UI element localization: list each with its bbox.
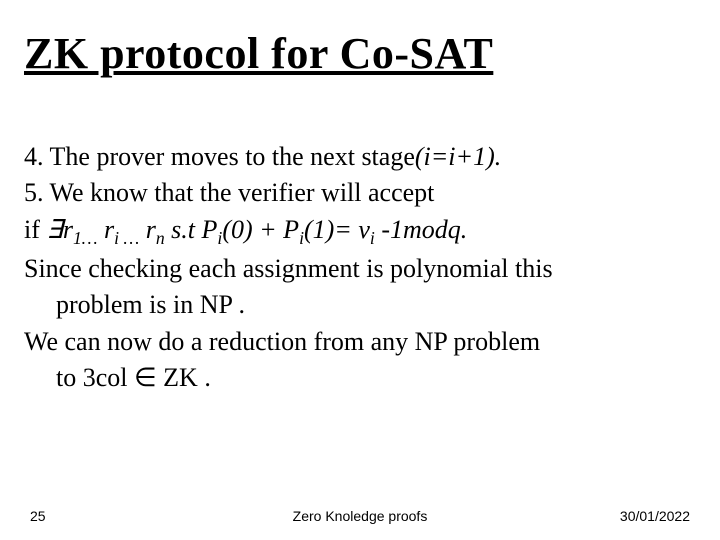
slide-body: 4. The prover moves to the next stage(i=…	[24, 140, 696, 397]
line3-r3: r	[146, 215, 156, 244]
line5b-in: ∈	[134, 363, 157, 392]
line3-end: -1modq.	[375, 215, 467, 244]
body-line-4b: problem is in NP .	[24, 288, 696, 322]
line3-r2: r	[104, 215, 114, 244]
slide: ZK protocol for Co-SAT 4. The prover mov…	[0, 0, 720, 540]
body-line-5a: We can now do a reduction from any NP pr…	[24, 325, 696, 359]
slide-title: ZK protocol for Co-SAT	[24, 28, 493, 79]
body-line-1: 4. The prover moves to the next stage(i=…	[24, 140, 696, 174]
line1-italic: (i=i+1).	[415, 142, 501, 171]
line3-mid: s.t P	[165, 215, 218, 244]
body-line-2: 5. We know that the verifier will accept	[24, 176, 696, 210]
line1-text: 4. The prover moves to the next stage	[24, 142, 415, 171]
line5b-prefix: to 3col	[56, 363, 134, 392]
line3-one: (1)= v	[304, 215, 370, 244]
body-line-5b: to 3col ∈ ZK .	[24, 361, 696, 395]
line3-sub1: 1…	[73, 228, 98, 248]
line3-subi: i …	[114, 228, 139, 248]
line3-exists: ∃	[46, 215, 62, 244]
line3-if: if	[24, 215, 46, 244]
line3-zero: (0) + P	[222, 215, 299, 244]
footer-title: Zero Knoledge proofs	[0, 508, 720, 524]
body-line-4a: Since checking each assignment is polyno…	[24, 252, 696, 286]
line5b-suffix: ZK .	[157, 363, 211, 392]
line3-subn: n	[156, 228, 165, 248]
footer-date: 30/01/2022	[620, 508, 690, 524]
line3-r1: r	[63, 215, 73, 244]
body-line-3: if ∃r1… ri … rn s.t Pi(0) + Pi(1)= vi -1…	[24, 213, 696, 251]
